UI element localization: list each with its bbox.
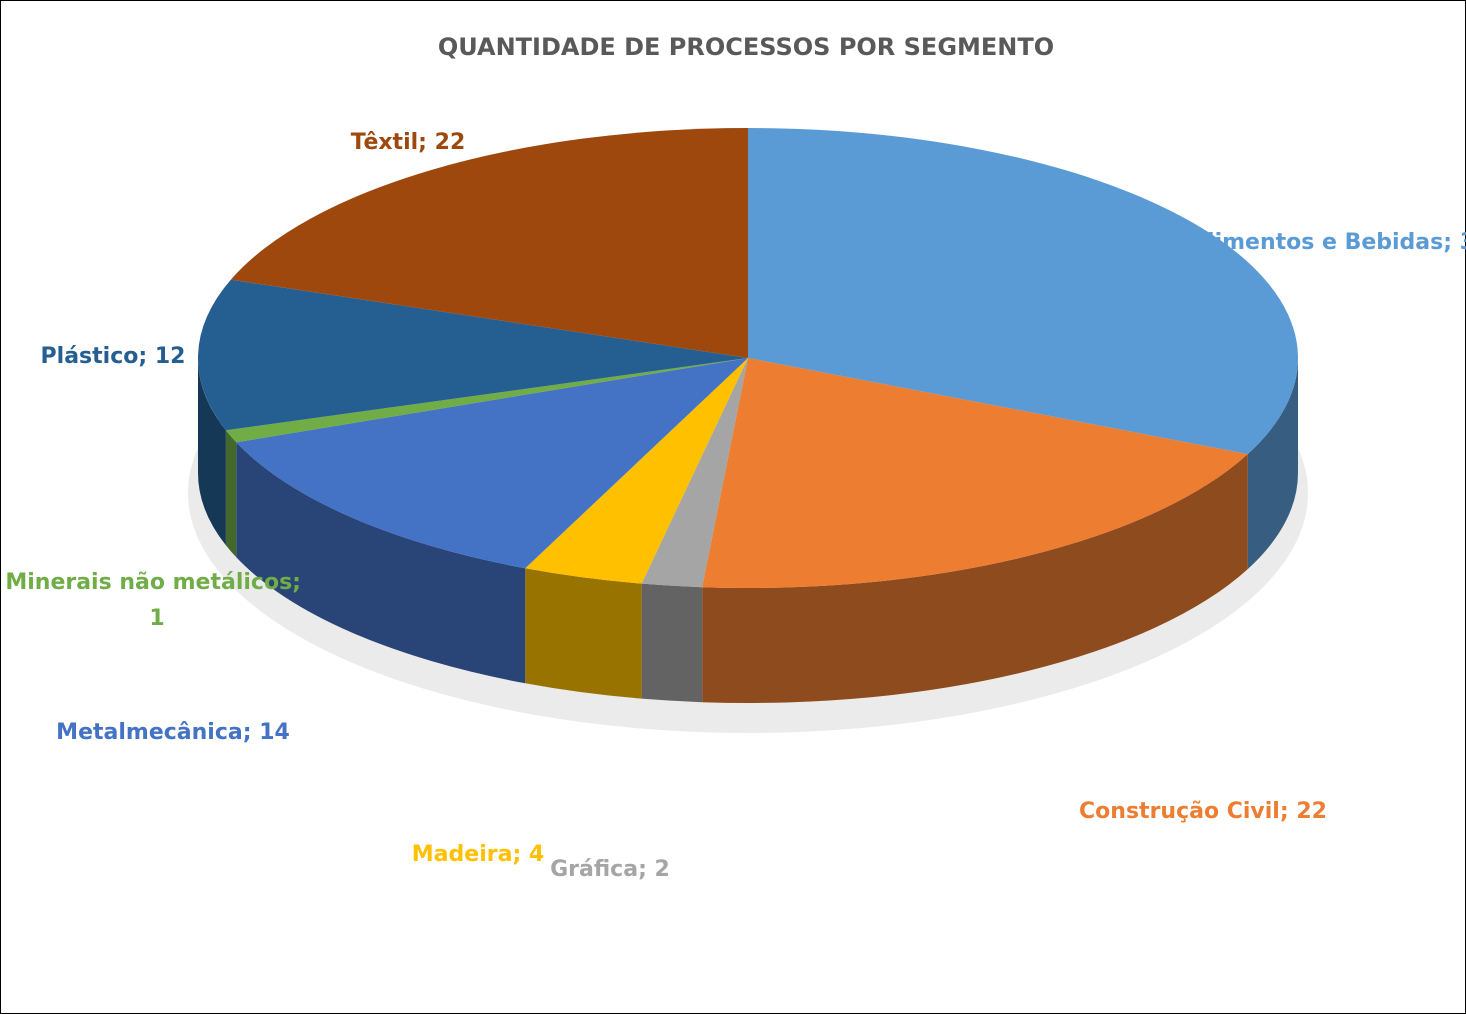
- label-category: Gráfica: [550, 857, 638, 882]
- label-category: Construção Civil: [1079, 799, 1280, 824]
- slice-side: [525, 568, 642, 699]
- label-value: 22: [1296, 799, 1327, 824]
- data-label: Têxtil; 22: [351, 130, 466, 155]
- chart-title: QUANTIDADE DE PROCESSOS POR SEGMENTO: [438, 33, 1054, 61]
- slice: [525, 358, 748, 584]
- label-category: Metalmecânica: [56, 720, 243, 745]
- data-label: Alimentos e Bebidas; 36: [1190, 230, 1466, 255]
- label-category: Minerais não metálicos: [5, 570, 292, 595]
- label-value: 36: [1460, 230, 1466, 255]
- slice-side: [198, 358, 226, 546]
- label-value: 12: [155, 344, 186, 369]
- slice: [236, 358, 749, 569]
- label-category: Plástico: [41, 344, 139, 369]
- label-value: 1: [149, 606, 164, 631]
- data-label: Minerais não metálicos; 1: [5, 570, 308, 631]
- data-label: Gráfica; 2: [550, 857, 670, 882]
- label-category: Têxtil: [351, 130, 418, 155]
- label-value: 22: [435, 130, 466, 155]
- label-separator: ;: [1280, 799, 1296, 824]
- data-label: Construção Civil; 22: [1079, 799, 1327, 824]
- label-value: 2: [655, 857, 670, 882]
- label-category: Madeira: [412, 842, 513, 867]
- label-separator: ;: [638, 857, 654, 882]
- label-value: 14: [259, 720, 290, 745]
- label-separator: ;: [512, 842, 528, 867]
- slice: [225, 358, 749, 443]
- label-value: 4: [529, 842, 544, 867]
- slice-side: [641, 583, 703, 703]
- label-separator: ;: [418, 130, 434, 155]
- data-label: Plástico; 12: [41, 344, 186, 369]
- slice: [198, 279, 748, 431]
- slice-side: [225, 430, 237, 558]
- data-label: Madeira; 4: [412, 842, 544, 867]
- label-separator: ;: [1443, 230, 1459, 255]
- slice-side: [1247, 358, 1298, 570]
- slice-side: [702, 454, 1248, 703]
- slice-side: [236, 442, 526, 684]
- label-separator: ;: [138, 344, 154, 369]
- label-category: Alimentos e Bebidas: [1190, 230, 1443, 255]
- data-label: Metalmecânica; 14: [56, 720, 290, 745]
- label-separator: ;: [292, 570, 308, 595]
- slice: [748, 128, 1298, 455]
- slice: [641, 358, 748, 588]
- label-separator: ;: [243, 720, 259, 745]
- slice: [230, 127, 748, 358]
- slice: [702, 358, 1248, 588]
